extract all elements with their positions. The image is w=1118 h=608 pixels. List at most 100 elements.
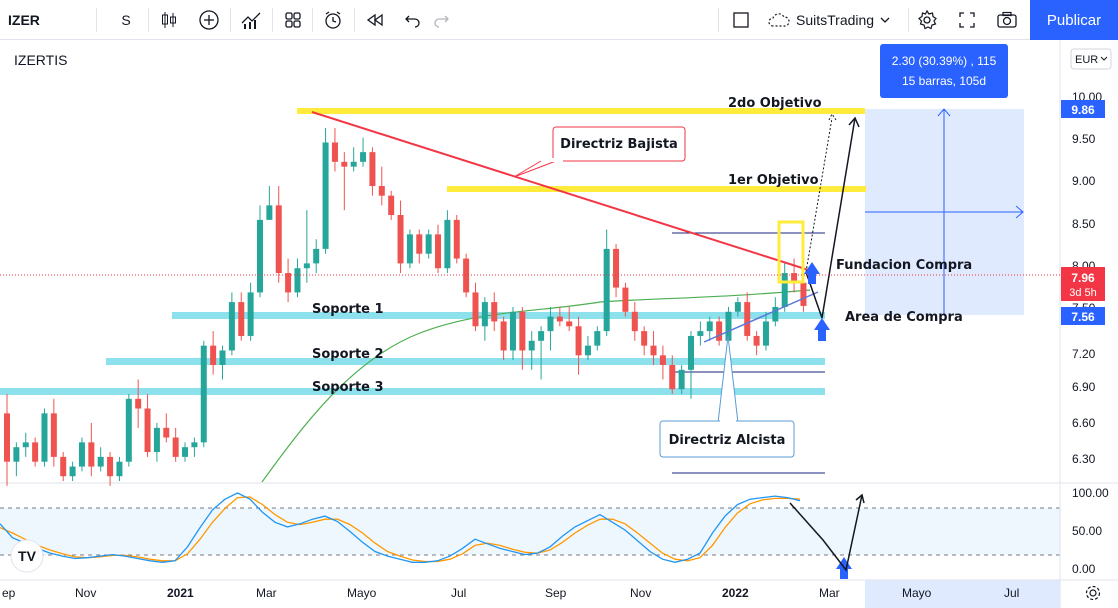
- candle: [4, 393, 10, 486]
- projection-dotted: [805, 117, 833, 273]
- alert-icon[interactable]: [316, 0, 350, 40]
- chart-symbol-label: IZERTIS: [14, 52, 67, 68]
- candle-body: [378, 186, 385, 196]
- layout-menu-button[interactable]: SuitsTrading: [768, 0, 908, 40]
- support-1-label[interactable]: Soporte 1: [312, 302, 384, 317]
- callout-directriz-bajista[interactable]: Directriz Bajista: [513, 126, 686, 178]
- settings-icon[interactable]: [910, 0, 944, 40]
- objective-1-label[interactable]: 1er Objetivo: [728, 173, 819, 188]
- time-label: Mayo: [347, 586, 377, 600]
- candle-body: [463, 258, 470, 293]
- projection-path[interactable]: [805, 117, 856, 319]
- objective-1-line[interactable]: [447, 186, 866, 192]
- candle: [425, 229, 432, 259]
- candle: [303, 210, 310, 283]
- area-compra-label[interactable]: Area de Compra: [845, 310, 963, 325]
- callout-directriz-alcista[interactable]: Directriz Alcista: [659, 335, 795, 458]
- toolbar-divider: [148, 8, 149, 32]
- buy-arrow-icon[interactable]: [804, 262, 820, 284]
- support-1-zone[interactable]: [172, 312, 825, 319]
- candle-body: [659, 355, 666, 365]
- downtrend-line[interactable]: [311, 111, 819, 274]
- candle-body: [97, 456, 104, 467]
- candle-body: [116, 461, 123, 477]
- templates-icon[interactable]: [276, 0, 310, 40]
- candle: [435, 224, 442, 274]
- candles-series: [4, 127, 807, 486]
- currency-selector[interactable]: EUR: [1070, 48, 1112, 70]
- add-indicator-icon[interactable]: [192, 0, 226, 40]
- candle: [706, 316, 713, 341]
- objective-2-line[interactable]: [297, 108, 865, 114]
- support-2-zone[interactable]: [106, 358, 825, 365]
- fundacion-compra-label[interactable]: Fundacion Compra: [836, 258, 972, 273]
- candle: [369, 147, 376, 196]
- candle: [631, 302, 638, 341]
- osc-tick: 50.00: [1072, 524, 1102, 538]
- objective-2-label[interactable]: 2do Objetivo: [728, 96, 822, 111]
- candle: [416, 229, 423, 264]
- candle-body: [135, 398, 142, 409]
- buy-arrow-icon[interactable]: [814, 318, 830, 341]
- highlight-box[interactable]: [777, 220, 805, 284]
- candle-body: [256, 219, 263, 293]
- replay-icon[interactable]: [358, 0, 392, 40]
- chart-area[interactable]: IZERTIS EUR 10.00 9.50 9.00 8.50 8.00 7.…: [0, 40, 1118, 608]
- callout-text: Directriz Alcista: [669, 433, 786, 448]
- candle: [744, 292, 751, 341]
- time-label: 2021: [167, 586, 194, 600]
- candle-body: [650, 345, 657, 356]
- time-label: ep: [2, 586, 16, 600]
- candle-body: [800, 282, 807, 306]
- interval-button[interactable]: S: [121, 12, 131, 28]
- candle: [678, 364, 685, 394]
- toolbar-divider: [272, 8, 273, 32]
- time-label: Sep: [545, 586, 567, 600]
- undo-icon[interactable]: [396, 0, 430, 40]
- price-tick: 9.00: [1072, 174, 1096, 188]
- uptrend-line[interactable]: [703, 291, 819, 343]
- tradingview-logo[interactable]: TV: [10, 539, 44, 573]
- candle: [32, 437, 39, 467]
- candle: [78, 437, 85, 472]
- support-3-zone[interactable]: [0, 388, 825, 395]
- symbol-search-button[interactable]: IZER: [8, 12, 40, 28]
- candle-body: [500, 321, 507, 351]
- candle-body: [669, 364, 676, 390]
- fullscreen-icon[interactable]: [950, 0, 984, 40]
- redo-icon[interactable]: [424, 0, 458, 40]
- chart-settings-icon[interactable]: [1085, 585, 1101, 601]
- support-3-label[interactable]: Soporte 3: [312, 380, 384, 395]
- candle: [97, 447, 104, 472]
- candle: [603, 229, 610, 336]
- candle-body: [528, 340, 535, 351]
- candle: [182, 442, 189, 462]
- time-label: Mayo: [902, 586, 932, 600]
- candle: [228, 292, 235, 356]
- logo-text: TV: [18, 548, 37, 564]
- camera-icon[interactable]: [990, 0, 1024, 40]
- oscillator-band: [0, 508, 1060, 555]
- candles-icon[interactable]: [152, 0, 186, 40]
- candle-body: [144, 408, 151, 453]
- price-tick: 6.90: [1072, 380, 1096, 394]
- indicators-icon[interactable]: [234, 0, 268, 40]
- candle: [266, 186, 273, 220]
- candle: [509, 306, 516, 361]
- square-icon[interactable]: [724, 0, 758, 40]
- oscillator-projection-arrowhead: [855, 493, 865, 504]
- candle-body: [69, 466, 76, 477]
- support-2-label[interactable]: Soporte 2: [312, 347, 384, 362]
- time-label: 2022: [722, 586, 749, 600]
- candle-body: [509, 311, 516, 351]
- time-label: Nov: [630, 586, 651, 600]
- toolbar-divider: [718, 8, 719, 32]
- oscillator-projection[interactable]: [789, 494, 863, 572]
- candle-body: [238, 302, 245, 336]
- candle-body: [153, 427, 160, 453]
- measure-label-1: 2.30 (30.39%) , 115: [892, 54, 997, 68]
- candle: [575, 316, 582, 375]
- publish-button[interactable]: Publicar: [1030, 0, 1118, 40]
- candle-body: [791, 273, 798, 283]
- candle-body: [575, 326, 582, 356]
